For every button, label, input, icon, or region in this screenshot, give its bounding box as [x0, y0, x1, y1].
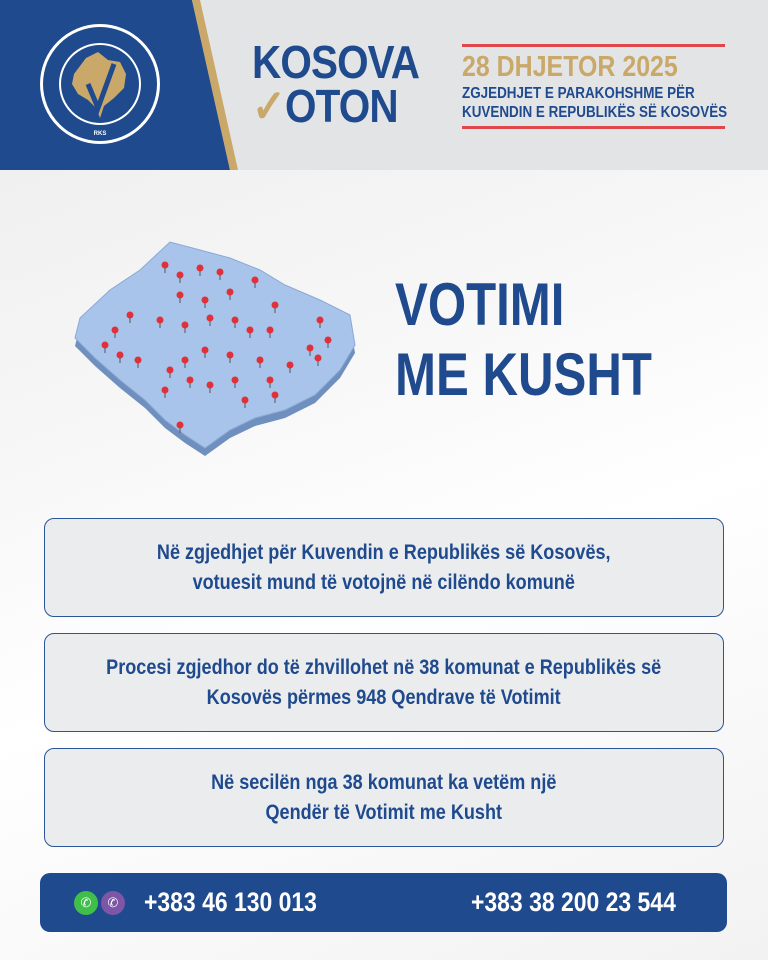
map-pin-icon [196, 264, 204, 272]
map-pin-icon [176, 421, 184, 429]
map-pin-icon [266, 326, 274, 334]
map-pin-icon [216, 268, 224, 276]
map-pin-icon [181, 356, 189, 364]
map-pin-icon [176, 291, 184, 299]
info-text: Në secilën nga 38 komunat ka vetëm një [211, 770, 557, 794]
title-line2: ME KUSHT [395, 341, 652, 408]
subtitle-line2: KUVENDIN E REPUBLIKËS SË KOSOVËS [462, 104, 728, 121]
info-text: Qendër të Votimit me Kusht [265, 800, 503, 824]
map-pin-icon [266, 376, 274, 384]
map-pin-icon [251, 276, 259, 284]
map-pin-icon [186, 376, 194, 384]
checkmark-icon: ✓ [252, 80, 286, 132]
page-title: VOTIMI ME KUSHT [395, 270, 652, 410]
phone-number-1[interactable]: +383 46 130 013 [144, 887, 317, 917]
map-pin-icon [226, 288, 234, 296]
map-pin-icon [126, 311, 134, 319]
divider-bottom [462, 126, 725, 129]
map-pins [101, 261, 332, 433]
kosovo-map-illustration [74, 241, 356, 456]
election-date: 28 DHJETOR 2025 [462, 51, 678, 83]
map-pin-icon [231, 316, 239, 324]
info-box-1: Në zgjedhjet për Kuvendin e Republikës s… [44, 518, 724, 617]
info-box-3: Në secilën nga 38 komunat ka vetëm një Q… [44, 748, 724, 847]
map-pin-icon [156, 316, 164, 324]
map-pin-icon [206, 314, 214, 322]
map-pin-icon [176, 271, 184, 279]
map-pin-icon [271, 391, 279, 399]
info-text: votuesit mund të votojnë në cilëndo komu… [192, 570, 576, 594]
map-pin-icon [166, 366, 174, 374]
brand-line1: KOSOVA [252, 36, 420, 88]
info-box-2: Procesi zgjedhor do të zhvillohet në 38 … [44, 633, 724, 732]
phone-number-2[interactable]: +383 38 200 23 544 [471, 887, 676, 917]
title-line1: VOTIMI [395, 271, 565, 338]
viber-icon: ✆ [101, 891, 125, 915]
info-text: Kosovës përmes 948 Qendrave të Votimit [207, 685, 561, 709]
map-pin-icon [314, 354, 322, 362]
map-pin-icon [246, 326, 254, 334]
info-text: Procesi zgjedhor do të zhvillohet në 38 … [106, 655, 662, 679]
map-pin-icon [206, 381, 214, 389]
map-pin-icon [134, 356, 142, 364]
map-pin-icon [271, 301, 279, 309]
map-pin-icon [256, 356, 264, 364]
kosova-voton-brand: KOSOVA ✓OTON [252, 36, 420, 129]
map-pin-icon [101, 341, 109, 349]
svg-text:RKS: RKS [94, 131, 107, 137]
brand-line2: OTON [285, 80, 399, 132]
header-banner: RKS KOSOVA ✓OTON 28 DHJETOR 2025 ZGJEDHJ… [0, 0, 768, 170]
map-pin-icon [161, 261, 169, 269]
election-date-block: 28 DHJETOR 2025 ZGJEDHJET E PARAKOHSHME … [462, 44, 728, 129]
map-pin-icon [306, 344, 314, 352]
election-commission-logo: RKS [40, 24, 160, 144]
map-pin-icon [241, 396, 249, 404]
map-pin-icon [201, 346, 209, 354]
map-pin-icon [231, 376, 239, 384]
map-pin-icon [161, 386, 169, 394]
map-pin-icon [324, 336, 332, 344]
map-pin-icon [286, 361, 294, 369]
map-pin-icon [316, 316, 324, 324]
subtitle-line1: ZGJEDHJET E PARAKOHSHME PËR [462, 85, 695, 102]
map-pin-icon [226, 351, 234, 359]
whatsapp-icon: ✆ [74, 891, 98, 915]
divider-top [462, 44, 725, 47]
map-pin-icon [116, 351, 124, 359]
map-pin-icon [181, 321, 189, 329]
map-pin-icon [111, 326, 119, 334]
info-text: Në zgjedhjet për Kuvendin e Republikës s… [157, 540, 611, 564]
map-pin-icon [201, 296, 209, 304]
contact-bar: ✆ ✆ +383 46 130 013 +383 38 200 23 544 [40, 873, 727, 932]
